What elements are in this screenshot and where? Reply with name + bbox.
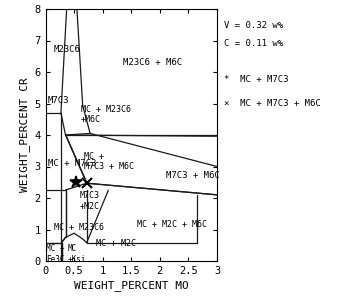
- Text: V = 0.32 w%: V = 0.32 w%: [224, 21, 283, 30]
- Text: M23C6: M23C6: [54, 45, 81, 54]
- Text: MC +
Fe3C: MC + Fe3C: [46, 244, 64, 264]
- Text: MC + M2C + M6C: MC + M2C + M6C: [137, 220, 207, 229]
- Text: MC + M7C3: MC + M7C3: [48, 159, 96, 168]
- Text: ×  MC + M7C3 + M6C: × MC + M7C3 + M6C: [224, 99, 321, 108]
- Text: MC + M23C6
+M6C: MC + M23C6 +M6C: [81, 105, 131, 124]
- Y-axis label: WEIGHT_PERCENT CR: WEIGHT_PERCENT CR: [19, 78, 30, 192]
- Text: M7C3
+M2C: M7C3 +M2C: [80, 191, 100, 211]
- Text: M7C3: M7C3: [48, 96, 69, 105]
- Text: M7C3 + M6C: M7C3 + M6C: [166, 171, 219, 180]
- Text: M23C6 + M6C: M23C6 + M6C: [122, 58, 182, 67]
- Text: *  MC + M7C3: * MC + M7C3: [224, 75, 288, 84]
- X-axis label: WEIGHT_PERCENT MO: WEIGHT_PERCENT MO: [74, 280, 189, 291]
- Text: MC + M2C: MC + M2C: [96, 239, 136, 248]
- Text: C = 0.11 w%: C = 0.11 w%: [224, 39, 283, 48]
- Text: MC +
M7C3 + M6C: MC + M7C3 + M6C: [84, 152, 134, 172]
- Text: MC
+Ksi: MC +Ksi: [67, 244, 86, 264]
- Text: MC + M23C6: MC + M23C6: [54, 224, 104, 232]
